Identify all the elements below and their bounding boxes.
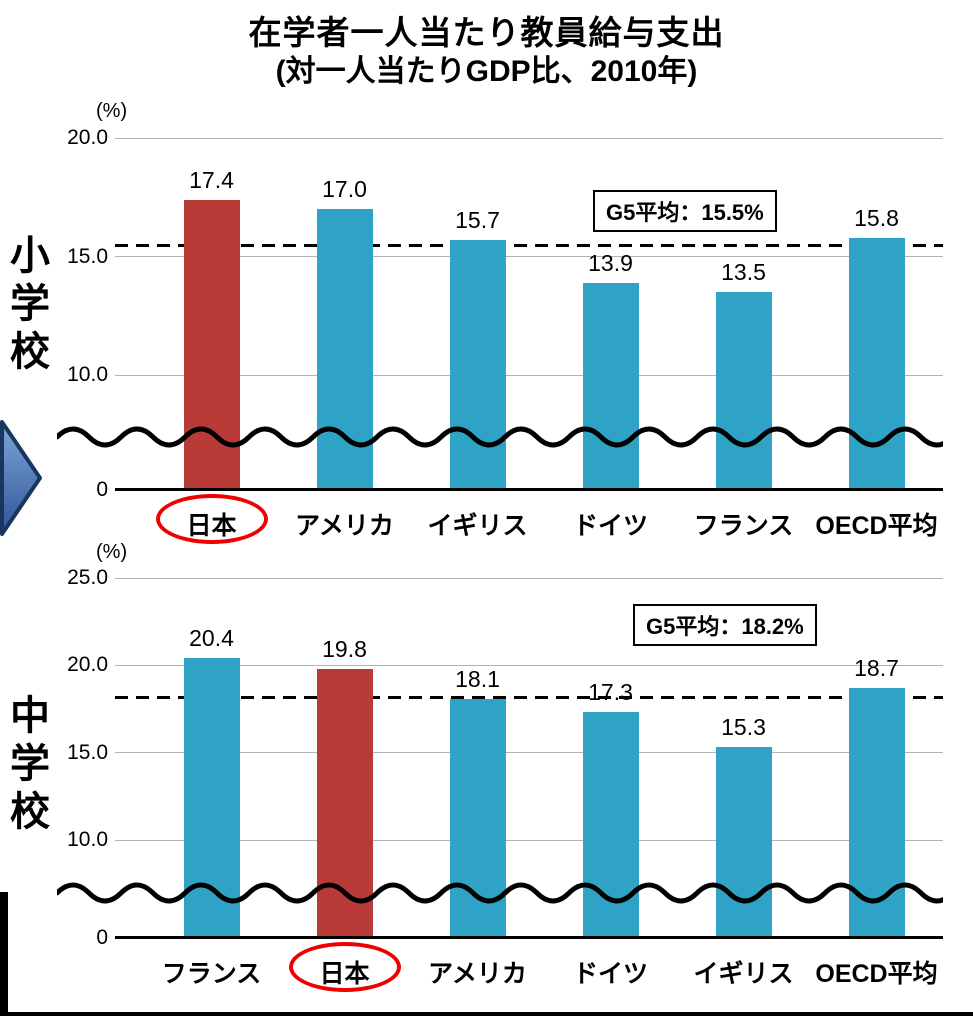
gridline (115, 256, 943, 257)
bottom-border-line (0, 1012, 973, 1016)
x-category-label: OECD平均 (815, 512, 938, 540)
x-category-label: フランス (161, 960, 262, 988)
y-tick-label: 20.0 (67, 126, 108, 149)
y-tick-label: 15.0 (67, 244, 108, 268)
chart-title-line2: (対一人当たりGDP比、2010年) (275, 55, 698, 89)
gridline (115, 664, 943, 666)
bar-value-label: 13.9 (588, 249, 633, 276)
bar-value-label: 17.0 (322, 176, 367, 203)
bar-ドイツ (582, 282, 639, 490)
middle-group-title: 中学校 (4, 694, 48, 838)
gridline (115, 374, 943, 376)
x-category-label: ドイツ (572, 960, 648, 988)
bar-イギリス (449, 239, 506, 490)
y-tick-label: 10.0 (67, 363, 108, 386)
elementary-group-title: 小学校 (4, 234, 48, 378)
bar-value-label: 20.4 (189, 625, 234, 652)
chart-title: 在学者一人当たり教員給与支出 (対一人当たりGDP比、2010年) (0, 12, 973, 91)
bar-value-label: 13.5 (721, 259, 766, 286)
bar-日本 (316, 668, 373, 938)
gridline (115, 839, 943, 841)
gridline (115, 578, 943, 579)
g5-average-dashed-line (115, 243, 943, 247)
left-arrow-icon (0, 420, 42, 536)
bar-OECD平均 (848, 237, 905, 490)
bar-value-label: 15.7 (455, 206, 500, 233)
y-tick-label: 0 (96, 478, 108, 501)
x-category-label: フランス (693, 512, 794, 540)
bar-アメリカ (316, 209, 373, 490)
elementary-y-axis: 20.0 15.0 10.0 0 (28, 126, 108, 501)
elementary-plot-area: G5平均：15.5% 17.4 17.0 15.7 13.9 13.5 15.8 (57, 138, 943, 491)
bar-フランス (715, 292, 772, 490)
y-tick-label: 15.0 (67, 740, 108, 764)
gridline (115, 138, 943, 139)
middle-y-axis: 25.0 20.0 15.0 10.0 0 (28, 566, 108, 949)
bar-value-label: 18.1 (455, 665, 500, 692)
elementary-y-unit-label: (%) (96, 100, 128, 122)
y-tick-label: 0 (96, 926, 108, 949)
x-category-label: アメリカ (295, 512, 394, 540)
left-edge-black-bar (0, 892, 8, 1013)
bar-フランス (183, 658, 240, 938)
bar-ドイツ (582, 712, 639, 938)
bar-アメリカ (449, 698, 506, 938)
elementary-x-axis-labels: 日本 アメリカ イギリス ドイツ フランス OECD平均 (115, 494, 943, 552)
x-category-label: イギリス (427, 512, 528, 540)
bar-value-label: 18.7 (854, 655, 899, 682)
x-axis-line (115, 936, 943, 939)
x-axis-line (115, 488, 943, 491)
gridline (115, 752, 943, 754)
chart-title-line1: 在学者一人当たり教員給与支出 (248, 14, 725, 51)
middle-plot-area: G5平均：18.2% 20.4 19.8 18.1 17.3 15.3 18.7 (57, 578, 943, 939)
x-category-label: OECD平均 (815, 960, 938, 988)
g5-average-dashed-line (115, 695, 943, 699)
bar-value-label: 17.3 (588, 679, 633, 706)
middle-g5-average-label: G5平均：18.2% (633, 604, 817, 646)
elementary-g5-average-label: G5平均：15.5% (593, 190, 777, 232)
bar-イギリス (715, 747, 772, 938)
bar-value-label: 19.8 (322, 635, 367, 662)
highlight-ellipse (155, 494, 268, 544)
y-tick-label: 10.0 (67, 828, 108, 851)
x-category-label: イギリス (693, 960, 794, 988)
highlight-ellipse (288, 942, 401, 992)
middle-x-axis-labels: フランス 日本 アメリカ ドイツ イギリス OECD平均 (115, 942, 943, 1000)
bar-value-label: 15.3 (721, 714, 766, 741)
x-category-label: ドイツ (572, 512, 648, 540)
bar-OECD平均 (848, 688, 905, 938)
middle-y-unit-label: (%) (96, 541, 128, 563)
bar-日本 (183, 199, 240, 490)
y-tick-label: 25.0 (67, 566, 108, 589)
bar-value-label: 15.8 (854, 204, 899, 231)
x-category-label: アメリカ (428, 960, 527, 988)
y-tick-label: 20.0 (67, 653, 108, 677)
bar-value-label: 17.4 (189, 166, 234, 193)
